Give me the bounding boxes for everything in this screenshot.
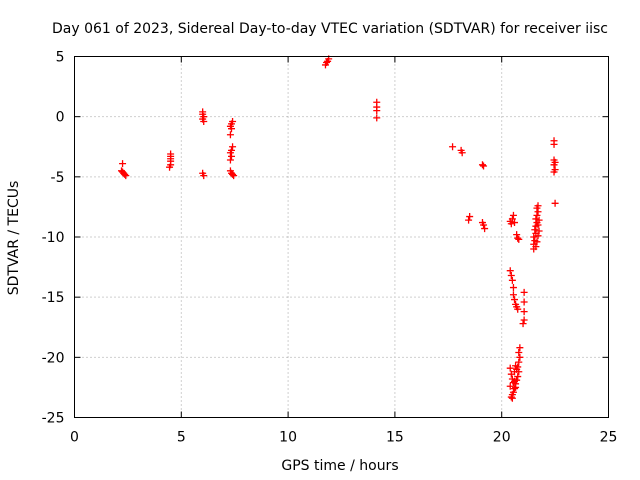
data-point xyxy=(520,316,528,324)
data-point xyxy=(508,276,516,284)
y-tick-label: -5 xyxy=(51,170,65,186)
data-point xyxy=(511,385,519,393)
x-tick-label: 0 xyxy=(70,430,79,446)
data-point xyxy=(480,162,488,170)
y-tick-label: -20 xyxy=(42,350,65,366)
data-point xyxy=(511,219,519,227)
data-point xyxy=(515,235,523,243)
data-point xyxy=(323,59,331,67)
data-point xyxy=(373,107,381,115)
data-point xyxy=(478,161,486,169)
data-point xyxy=(122,172,130,180)
data-point xyxy=(506,382,514,390)
data-point xyxy=(508,394,516,402)
data-point xyxy=(534,202,542,210)
data-point xyxy=(531,226,539,234)
data-point xyxy=(373,114,381,122)
data-point xyxy=(515,349,523,357)
data-point xyxy=(506,267,514,275)
data-point xyxy=(512,383,520,391)
data-point xyxy=(226,156,234,164)
data-point xyxy=(506,364,514,372)
data-point xyxy=(200,117,208,125)
data-point xyxy=(550,168,558,176)
data-point xyxy=(520,308,528,316)
y-tick-label: 0 xyxy=(56,110,65,126)
x-tick-label: 25 xyxy=(600,430,618,446)
data-point xyxy=(509,284,517,292)
data-point xyxy=(550,161,558,169)
data-point xyxy=(533,211,541,219)
data-point xyxy=(530,233,538,241)
data-point xyxy=(480,221,488,229)
data-point xyxy=(507,393,515,401)
data-series-sdtvar xyxy=(117,55,559,402)
data-point xyxy=(535,227,543,235)
y-tick-label: -25 xyxy=(42,411,65,427)
y-tick-label: -15 xyxy=(42,290,65,306)
data-point xyxy=(516,353,524,361)
y-axis-label: SDTVAR / TECUs xyxy=(6,181,22,296)
data-point xyxy=(507,272,515,280)
x-axis-label: GPS time / hours xyxy=(281,458,398,474)
data-point xyxy=(514,305,522,313)
data-point xyxy=(200,172,208,180)
data-point xyxy=(511,377,519,385)
data-point xyxy=(509,211,517,219)
data-point xyxy=(509,379,517,387)
y-tick-label: -10 xyxy=(42,230,65,246)
data-point xyxy=(514,373,522,381)
data-point xyxy=(535,216,543,224)
data-point xyxy=(532,215,540,223)
data-point xyxy=(550,140,558,148)
data-point xyxy=(508,215,516,223)
data-point xyxy=(514,234,522,242)
data-point xyxy=(227,152,235,160)
plot-frame xyxy=(74,56,609,418)
data-point xyxy=(513,365,521,373)
data-point xyxy=(227,125,235,133)
x-tick-label: 15 xyxy=(386,430,404,446)
data-point xyxy=(513,231,521,239)
data-point xyxy=(119,160,127,168)
data-point xyxy=(458,149,466,157)
data-point xyxy=(230,172,238,180)
data-point xyxy=(534,232,542,240)
data-point xyxy=(229,143,237,151)
data-point xyxy=(516,344,524,352)
data-point xyxy=(520,288,528,296)
chart-title: Day 061 of 2023, Sidereal Day-to-day VTE… xyxy=(52,21,608,37)
data-point xyxy=(226,149,234,157)
data-point xyxy=(466,213,474,221)
data-point xyxy=(551,199,559,207)
data-point xyxy=(465,216,473,224)
data-point xyxy=(507,220,515,228)
y-tick-labels: -25 -20 -15 -10 -5 0 5 xyxy=(42,50,65,427)
data-point xyxy=(226,131,234,139)
data-point xyxy=(534,221,542,229)
data-point xyxy=(481,225,489,233)
data-point xyxy=(166,163,174,171)
data-point xyxy=(515,358,523,366)
x-tick-label: 5 xyxy=(177,430,186,446)
data-point xyxy=(520,298,528,306)
x-tick-label: 10 xyxy=(279,430,297,446)
data-point xyxy=(509,291,517,299)
x-tick-labels: 0 5 10 15 20 25 xyxy=(70,430,617,446)
data-point xyxy=(519,320,527,328)
data-point xyxy=(512,362,520,370)
data-point xyxy=(511,296,519,304)
data-point xyxy=(229,170,237,178)
data-point xyxy=(534,208,542,216)
data-point xyxy=(533,238,541,246)
y-tick-label: 5 xyxy=(56,50,65,66)
grid-lines xyxy=(74,56,609,418)
data-point xyxy=(449,143,457,151)
x-tick-label: 20 xyxy=(493,430,511,446)
data-point xyxy=(532,243,540,251)
data-point xyxy=(121,170,129,178)
